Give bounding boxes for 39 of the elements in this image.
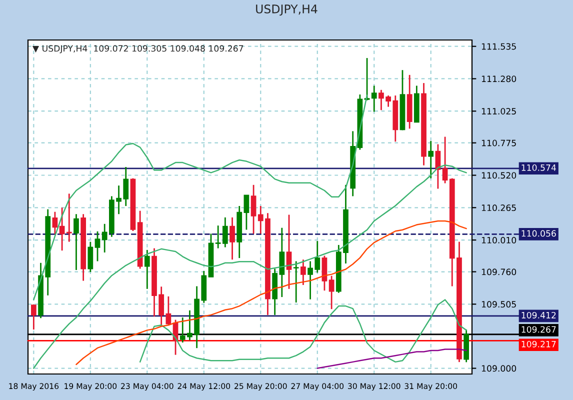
candlestick [74,213,79,271]
y-tick-label: 109.760 [482,268,516,276]
y-tick-label: 109.000 [482,365,516,372]
candlestick [428,140,434,179]
candlestick [250,184,256,234]
text: ▼ USDJPY,H4 109.072 109.305 109.048 109.267 [32,45,244,54]
y-tick-label: 110.010 [482,236,516,244]
ref-line-label: 110.574 [522,164,556,171]
y-tick-label: 110.520 [482,172,516,179]
ref-line-label: 109.267 [522,326,556,333]
candlestick [30,304,36,330]
line-series [33,94,368,300]
ref-line-label: 110.056 [522,230,556,237]
line-series [76,220,467,366]
candlestick [300,258,306,286]
candlestick [52,211,58,235]
candlestick [371,85,377,112]
chart-title: USDJPY,H4 [256,4,318,16]
candlestick [244,194,250,230]
candlestick [144,249,150,290]
line-series [139,299,467,363]
candlestick [293,260,299,304]
candlestick [442,136,448,184]
candlestick [230,216,235,260]
candlestick [59,206,65,252]
ref-line-label: 109.412 [522,312,556,318]
candlestick [88,241,94,273]
candlestick [166,296,172,326]
y-tick-label: 111.025 [482,108,516,115]
y-tick-label: 109.505 [482,301,516,308]
candlestick [66,192,72,242]
y-tick-label: 110.775 [482,140,516,146]
candlestick [94,230,100,262]
candlestick [328,275,334,310]
y-tick-label: 110.265 [482,204,516,212]
y-tick-label: 111.280 [482,76,516,82]
candlestick [364,57,370,102]
ref-line-label: 109.217 [522,340,556,348]
y-tick-label: 111.535 [482,43,516,50]
